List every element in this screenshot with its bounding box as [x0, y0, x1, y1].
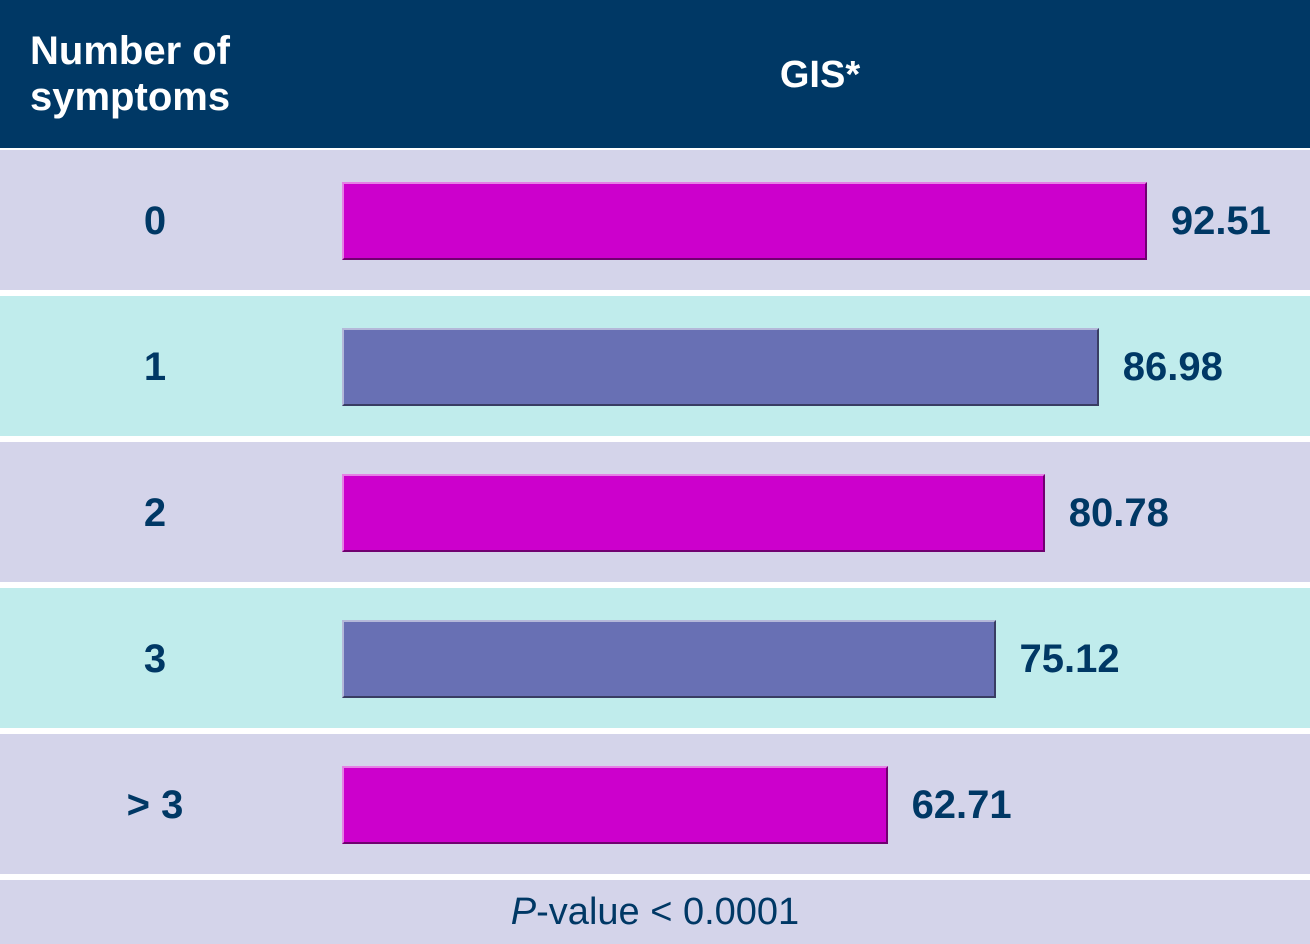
- value-header: GIS*: [779, 54, 861, 96]
- value-label: 92.51: [1170, 199, 1271, 243]
- footnote-text: -value < 0.0001: [536, 891, 800, 933]
- bar: [342, 328, 1099, 406]
- category-label: 0: [143, 199, 167, 243]
- value-label: 75.12: [1019, 637, 1120, 681]
- footnote: P-value < 0.0001: [0, 880, 1310, 944]
- value-label: 80.78: [1068, 491, 1169, 535]
- category-label: 3: [143, 637, 167, 681]
- category-label: 1: [143, 345, 167, 389]
- bar: [342, 766, 888, 844]
- value-label: 62.71: [911, 783, 1012, 827]
- footnote-italic: P: [510, 891, 537, 933]
- category-header: Number of symptoms: [30, 29, 231, 119]
- category-label: > 3: [126, 783, 184, 827]
- bar: [342, 182, 1147, 260]
- table-header: [0, 0, 1310, 148]
- value-label: 86.98: [1122, 345, 1223, 389]
- category-label: 2: [143, 491, 167, 535]
- bar: [342, 474, 1045, 552]
- bar: [342, 620, 996, 698]
